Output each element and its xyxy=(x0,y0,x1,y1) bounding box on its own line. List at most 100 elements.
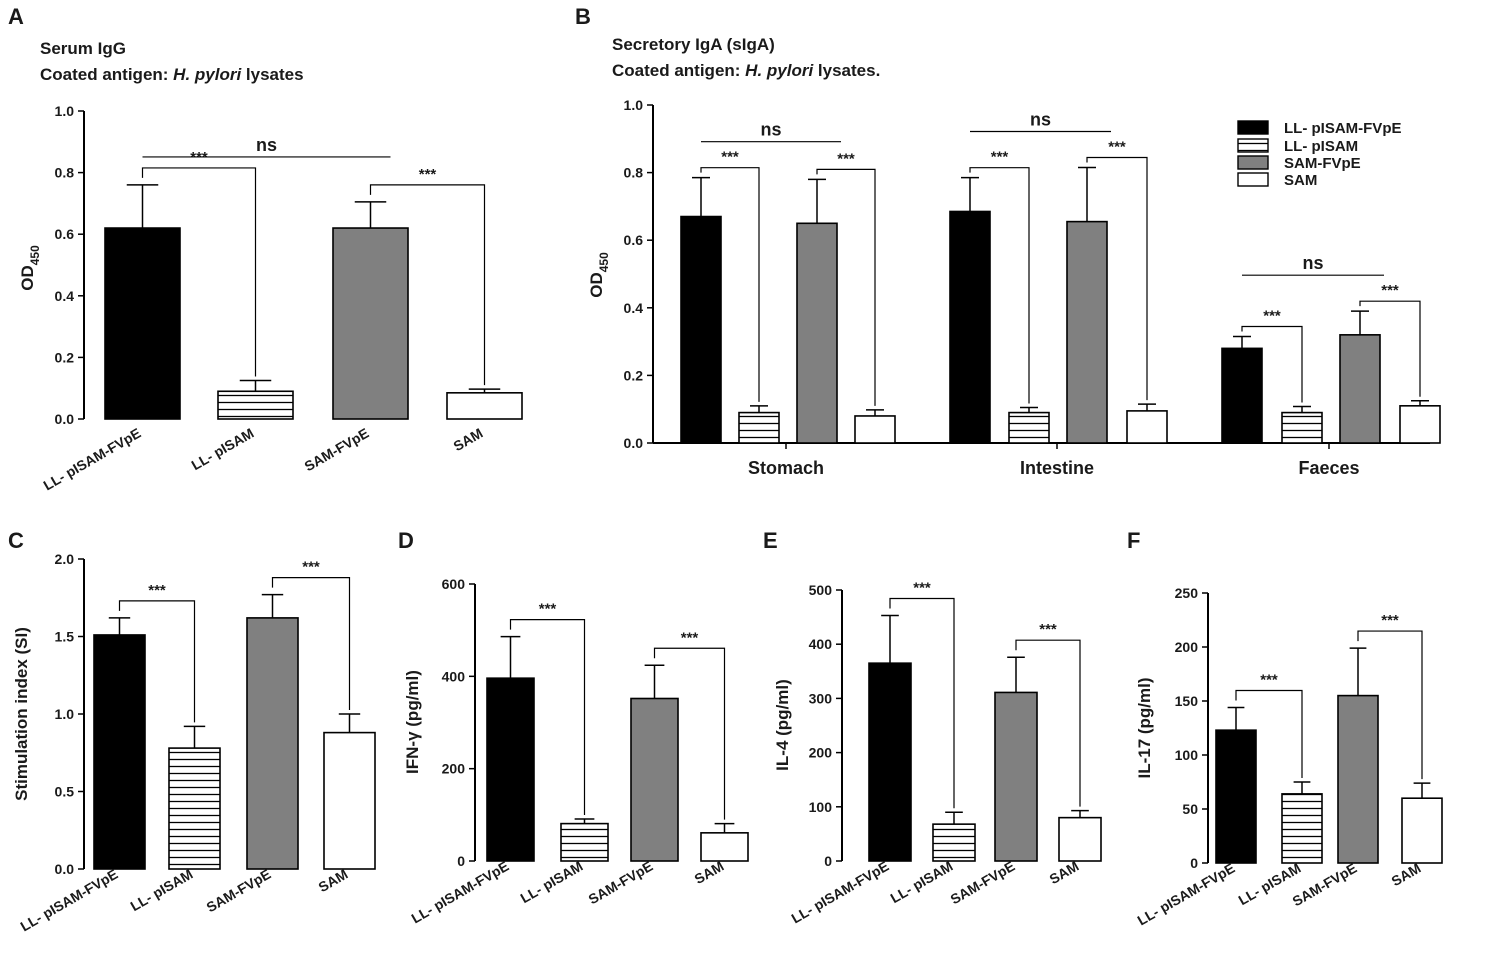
y-label-sub: 450 xyxy=(28,245,42,265)
significance-bracket xyxy=(141,167,257,377)
y-label-main: OD xyxy=(18,265,37,291)
significance-bracket xyxy=(1015,639,1081,807)
y-tick-label: 2.0 xyxy=(55,551,75,567)
bar-C-1 xyxy=(168,747,221,870)
y-tick-label: 0.8 xyxy=(624,165,644,181)
ns-label: ns xyxy=(760,120,781,140)
bar-E-1 xyxy=(932,823,976,862)
y-tick-label: 0.2 xyxy=(624,367,644,383)
x-category-label: LL- pISAM xyxy=(128,866,196,914)
significance-label: *** xyxy=(1260,671,1278,688)
significance-label: *** xyxy=(913,579,931,596)
legend-label: LL- pISAM xyxy=(1284,138,1358,155)
y-label-sub: 450 xyxy=(597,252,611,272)
ns-label: ns xyxy=(256,135,277,155)
significance-label: *** xyxy=(1381,282,1399,299)
x-category-label: LL- pISAM-FVpE xyxy=(41,425,144,494)
x-category-label: LL- pISAM xyxy=(518,858,586,906)
bar-F-1 xyxy=(1281,793,1323,864)
y-tick-label: 0.0 xyxy=(55,411,75,427)
bar-A-1 xyxy=(217,390,294,420)
y-tick-label: 50 xyxy=(1182,801,1198,817)
bar-C-0 xyxy=(93,634,146,870)
subtitle-prefix: Coated antigen: xyxy=(612,61,745,80)
y-tick-label: 500 xyxy=(809,582,833,598)
bar-B-0-0 xyxy=(680,215,722,444)
significance-bracket xyxy=(816,168,876,406)
subtitle-suffix: lysates. xyxy=(813,61,880,80)
y-tick-label: 0.4 xyxy=(55,288,75,304)
x-category-label: SAM xyxy=(692,858,727,887)
y-axis-label: IL-17 (pg/ml) xyxy=(1135,677,1154,778)
bar-B-2-2 xyxy=(1339,334,1381,444)
x-category-label: SAM-FVpE xyxy=(302,425,372,475)
significance-label: *** xyxy=(991,149,1009,166)
y-axis-label: IFN-γ (pg/ml) xyxy=(403,670,422,774)
panel-subtitle: Coated antigen: H. pylori lysates xyxy=(40,65,304,84)
bar-D-3 xyxy=(700,832,749,862)
bar-B-1-2 xyxy=(1066,220,1108,444)
y-axis-label: OD450 xyxy=(18,245,42,291)
subtitle-prefix: Coated antigen: xyxy=(40,65,173,84)
significance-label: *** xyxy=(148,582,166,599)
x-category-label: SAM-FVpE xyxy=(1290,860,1360,910)
y-tick-label: 0.6 xyxy=(55,226,75,242)
y-tick-label: 1.5 xyxy=(55,629,75,645)
bar-B-2-0 xyxy=(1221,347,1263,444)
x-category-label: SAM xyxy=(1047,858,1082,887)
significance-bracket xyxy=(1241,325,1303,403)
significance-label: *** xyxy=(1039,621,1057,638)
bar-B-0-2 xyxy=(796,222,838,444)
y-tick-label: 400 xyxy=(809,636,833,652)
x-category-label: LL- pISAM-FVpE xyxy=(789,858,892,927)
bar-B-2-3 xyxy=(1399,405,1441,444)
legend-label: SAM-FVpE xyxy=(1284,155,1361,172)
bar-A-0 xyxy=(104,227,181,420)
bar-B-0-1 xyxy=(738,411,780,444)
significance-label: *** xyxy=(539,601,557,618)
y-tick-label: 0.0 xyxy=(55,861,75,877)
y-axis-label: IL-4 (pg/ml) xyxy=(773,679,792,771)
y-tick-label: 300 xyxy=(809,690,833,706)
legend-label: SAM xyxy=(1284,172,1317,189)
x-category-label: LL- pISAM-FVpE xyxy=(1135,860,1238,929)
x-category-label: SAM xyxy=(451,425,486,454)
x-category-label: SAM-FVpE xyxy=(948,858,1018,908)
significance-bracket xyxy=(700,167,760,402)
significance-bracket xyxy=(653,647,726,820)
legend-swatch xyxy=(1237,172,1269,187)
legend-swatch xyxy=(1237,138,1269,153)
chart-layer: 0.0 0.2 0.4 0.6 0.8 1.0 LL- pISAM-FVpE LL- pISA… xyxy=(8,4,1443,934)
x-category-label: SAM-FVpE xyxy=(586,858,656,908)
y-label-main: OD xyxy=(587,272,606,298)
x-category-label: LL- pISAM xyxy=(189,425,257,473)
bar-F-0 xyxy=(1215,729,1257,864)
y-tick-label: 400 xyxy=(442,668,466,684)
y-tick-label: 0.8 xyxy=(55,165,75,181)
y-tick-label: 200 xyxy=(809,745,833,761)
y-tick-label: 100 xyxy=(809,799,833,815)
y-tick-label: 200 xyxy=(442,761,466,777)
bar-C-3 xyxy=(323,731,376,870)
significance-bracket xyxy=(1359,300,1421,397)
bar-E-0 xyxy=(868,662,912,862)
significance-bracket xyxy=(118,600,196,723)
legend-swatch xyxy=(1237,120,1269,135)
legend-swatch xyxy=(1237,155,1269,170)
y-tick-label: 0.0 xyxy=(624,435,644,451)
panel-title: Secretory IgA (sIgA) xyxy=(612,35,775,54)
y-axis-label: Stimulation index (SI) xyxy=(12,627,31,801)
y-tick-label: 0 xyxy=(1190,855,1198,871)
y-tick-label: 200 xyxy=(1175,639,1199,655)
bar-A-2 xyxy=(332,227,409,420)
significance-label: *** xyxy=(419,166,437,183)
panel-label: D xyxy=(398,528,414,553)
panel-label: A xyxy=(8,4,24,29)
y-tick-label: 1.0 xyxy=(55,706,75,722)
bar-E-3 xyxy=(1058,816,1102,862)
significance-bracket xyxy=(889,597,955,809)
x-group-label: Faeces xyxy=(1298,458,1359,478)
y-tick-label: 0 xyxy=(824,853,832,869)
bar-D-2 xyxy=(630,697,679,862)
